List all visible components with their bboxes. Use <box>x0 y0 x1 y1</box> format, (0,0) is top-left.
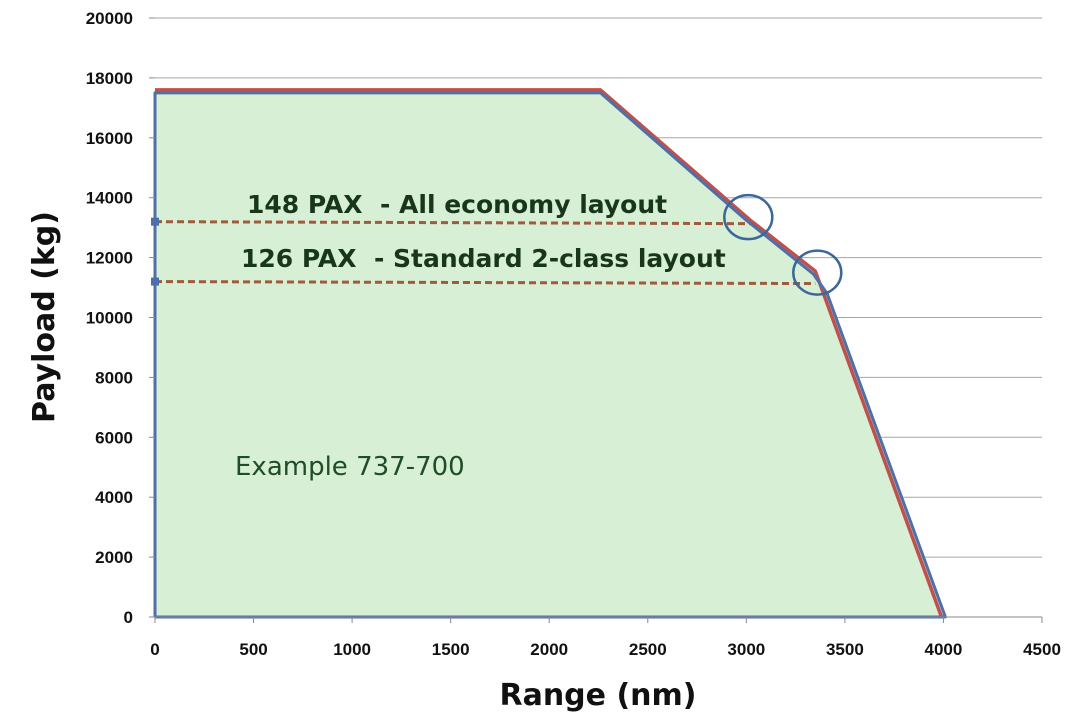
y-tick-label: 4000 <box>95 488 133 507</box>
annotation-dashed-line <box>154 220 751 226</box>
envelope-outline-blue <box>153 91 947 619</box>
annotation-label-two-class: 126 PAX - Standard 2-class layout <box>241 244 726 273</box>
y-tick-label: 12000 <box>86 249 133 268</box>
envelope-fill <box>155 92 946 617</box>
y-tick-label: 14000 <box>86 189 133 208</box>
y-tick-label: 0 <box>124 608 133 627</box>
x-tick-label: 500 <box>239 640 267 659</box>
x-tick-label: 3500 <box>826 640 864 659</box>
y-tick-label: 10000 <box>86 309 133 328</box>
x-tick-label: 2000 <box>530 640 568 659</box>
example-note: Example 737-700 <box>235 452 465 482</box>
annotation-label-economy: 148 PAX - All economy layout <box>247 190 667 219</box>
y-tick-label: 8000 <box>95 368 133 387</box>
annotation-dashed-line <box>154 280 816 286</box>
annotation-circle <box>792 249 843 296</box>
envelope-outline-red <box>155 88 944 618</box>
x-tick-label: 3000 <box>727 640 765 659</box>
y-axis-title: Payload (kg) <box>27 211 62 423</box>
x-tick-label: 1500 <box>432 640 470 659</box>
annotation-circle <box>723 193 774 241</box>
x-tick-label: 4500 <box>1023 640 1061 659</box>
x-tick-label: 0 <box>150 640 159 659</box>
y-tick-label: 20000 <box>86 9 133 28</box>
y-tick-label: 18000 <box>86 69 133 88</box>
y-tick-label: 6000 <box>95 428 133 447</box>
y-tick-label: 16000 <box>86 129 133 148</box>
x-tick-label: 4000 <box>925 640 963 659</box>
annotation-axis-marker <box>151 277 159 286</box>
annotation-axis-marker <box>151 217 159 226</box>
x-axis-title: Range (nm) <box>499 678 696 713</box>
x-tick-label: 1000 <box>333 640 371 659</box>
annotations <box>151 193 843 296</box>
x-tick-label: 2500 <box>629 640 667 659</box>
axes <box>149 17 1043 623</box>
y-tick-label: 2000 <box>95 548 133 567</box>
tick-labels: 0200040006000800010000120001400016000180… <box>86 9 1061 659</box>
envelope-areas <box>153 88 947 619</box>
